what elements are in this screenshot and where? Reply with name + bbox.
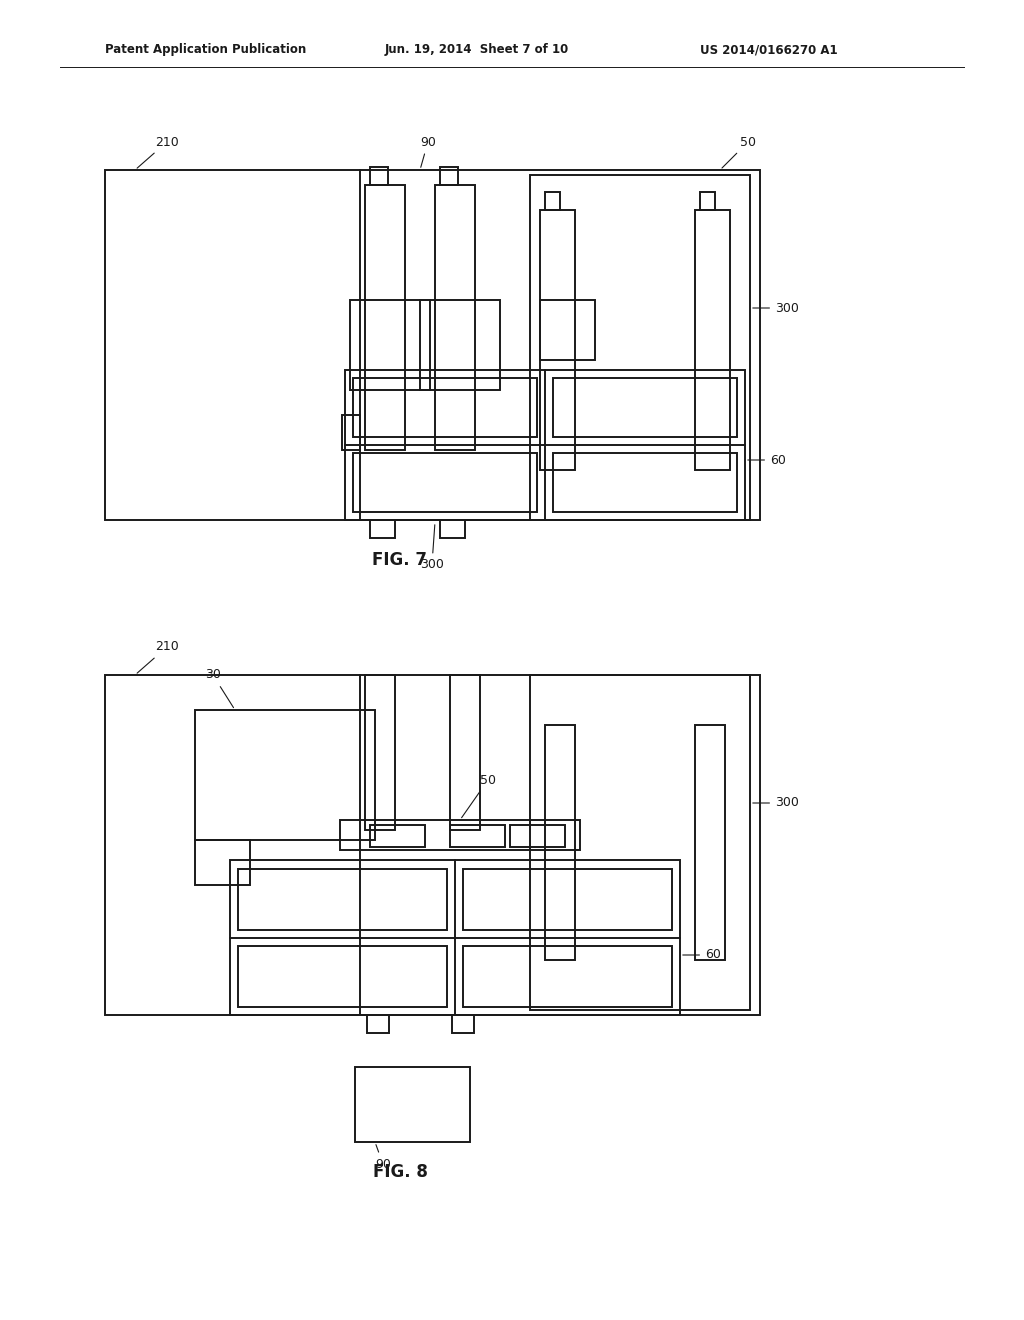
Text: FIG. 7: FIG. 7 [373, 550, 427, 569]
Bar [463, 869, 672, 931]
Bar [345, 370, 745, 520]
Bar [452, 1015, 474, 1034]
Bar [195, 710, 375, 840]
Bar [340, 820, 580, 850]
Text: 300: 300 [753, 796, 799, 809]
Bar [440, 168, 458, 185]
Bar [353, 378, 537, 437]
Bar [238, 946, 447, 1007]
Text: 90: 90 [420, 136, 436, 168]
Bar [530, 675, 750, 1010]
Bar [450, 675, 480, 830]
Bar [463, 946, 672, 1007]
Bar [530, 176, 750, 520]
Bar [450, 825, 505, 847]
Bar [420, 300, 500, 389]
Text: 300: 300 [420, 525, 443, 572]
Bar [370, 825, 425, 847]
Bar [545, 725, 575, 960]
Bar [353, 453, 537, 512]
Text: 210: 210 [137, 136, 179, 168]
Text: 300: 300 [753, 301, 799, 314]
Bar [695, 210, 730, 470]
Bar [553, 453, 737, 512]
Text: Patent Application Publication: Patent Application Publication [105, 44, 306, 57]
Text: 90: 90 [375, 1144, 391, 1171]
Bar [105, 675, 760, 1015]
Text: US 2014/0166270 A1: US 2014/0166270 A1 [700, 44, 838, 57]
Bar [367, 1015, 389, 1034]
Bar [350, 300, 430, 389]
Bar [540, 210, 575, 470]
Bar [370, 520, 395, 539]
Bar [545, 191, 560, 210]
Bar [370, 168, 388, 185]
Text: 50: 50 [462, 774, 496, 817]
Bar [695, 725, 725, 960]
Bar [700, 191, 715, 210]
Bar [355, 1067, 470, 1142]
Bar [440, 520, 465, 539]
Text: 50: 50 [722, 136, 756, 168]
Bar [238, 869, 447, 931]
Text: Jun. 19, 2014  Sheet 7 of 10: Jun. 19, 2014 Sheet 7 of 10 [385, 44, 569, 57]
Text: 60: 60 [748, 454, 785, 466]
Bar [195, 840, 250, 884]
Bar [435, 185, 475, 450]
Bar [553, 378, 737, 437]
Bar [510, 825, 565, 847]
Text: FIG. 8: FIG. 8 [373, 1163, 427, 1181]
Text: 60: 60 [683, 949, 721, 961]
Text: 30: 30 [205, 668, 233, 708]
Bar [365, 675, 395, 830]
Bar [342, 414, 360, 450]
Bar [105, 170, 760, 520]
Bar [230, 861, 680, 1015]
Bar [540, 300, 595, 360]
Text: 210: 210 [137, 640, 179, 673]
Bar [365, 185, 406, 450]
